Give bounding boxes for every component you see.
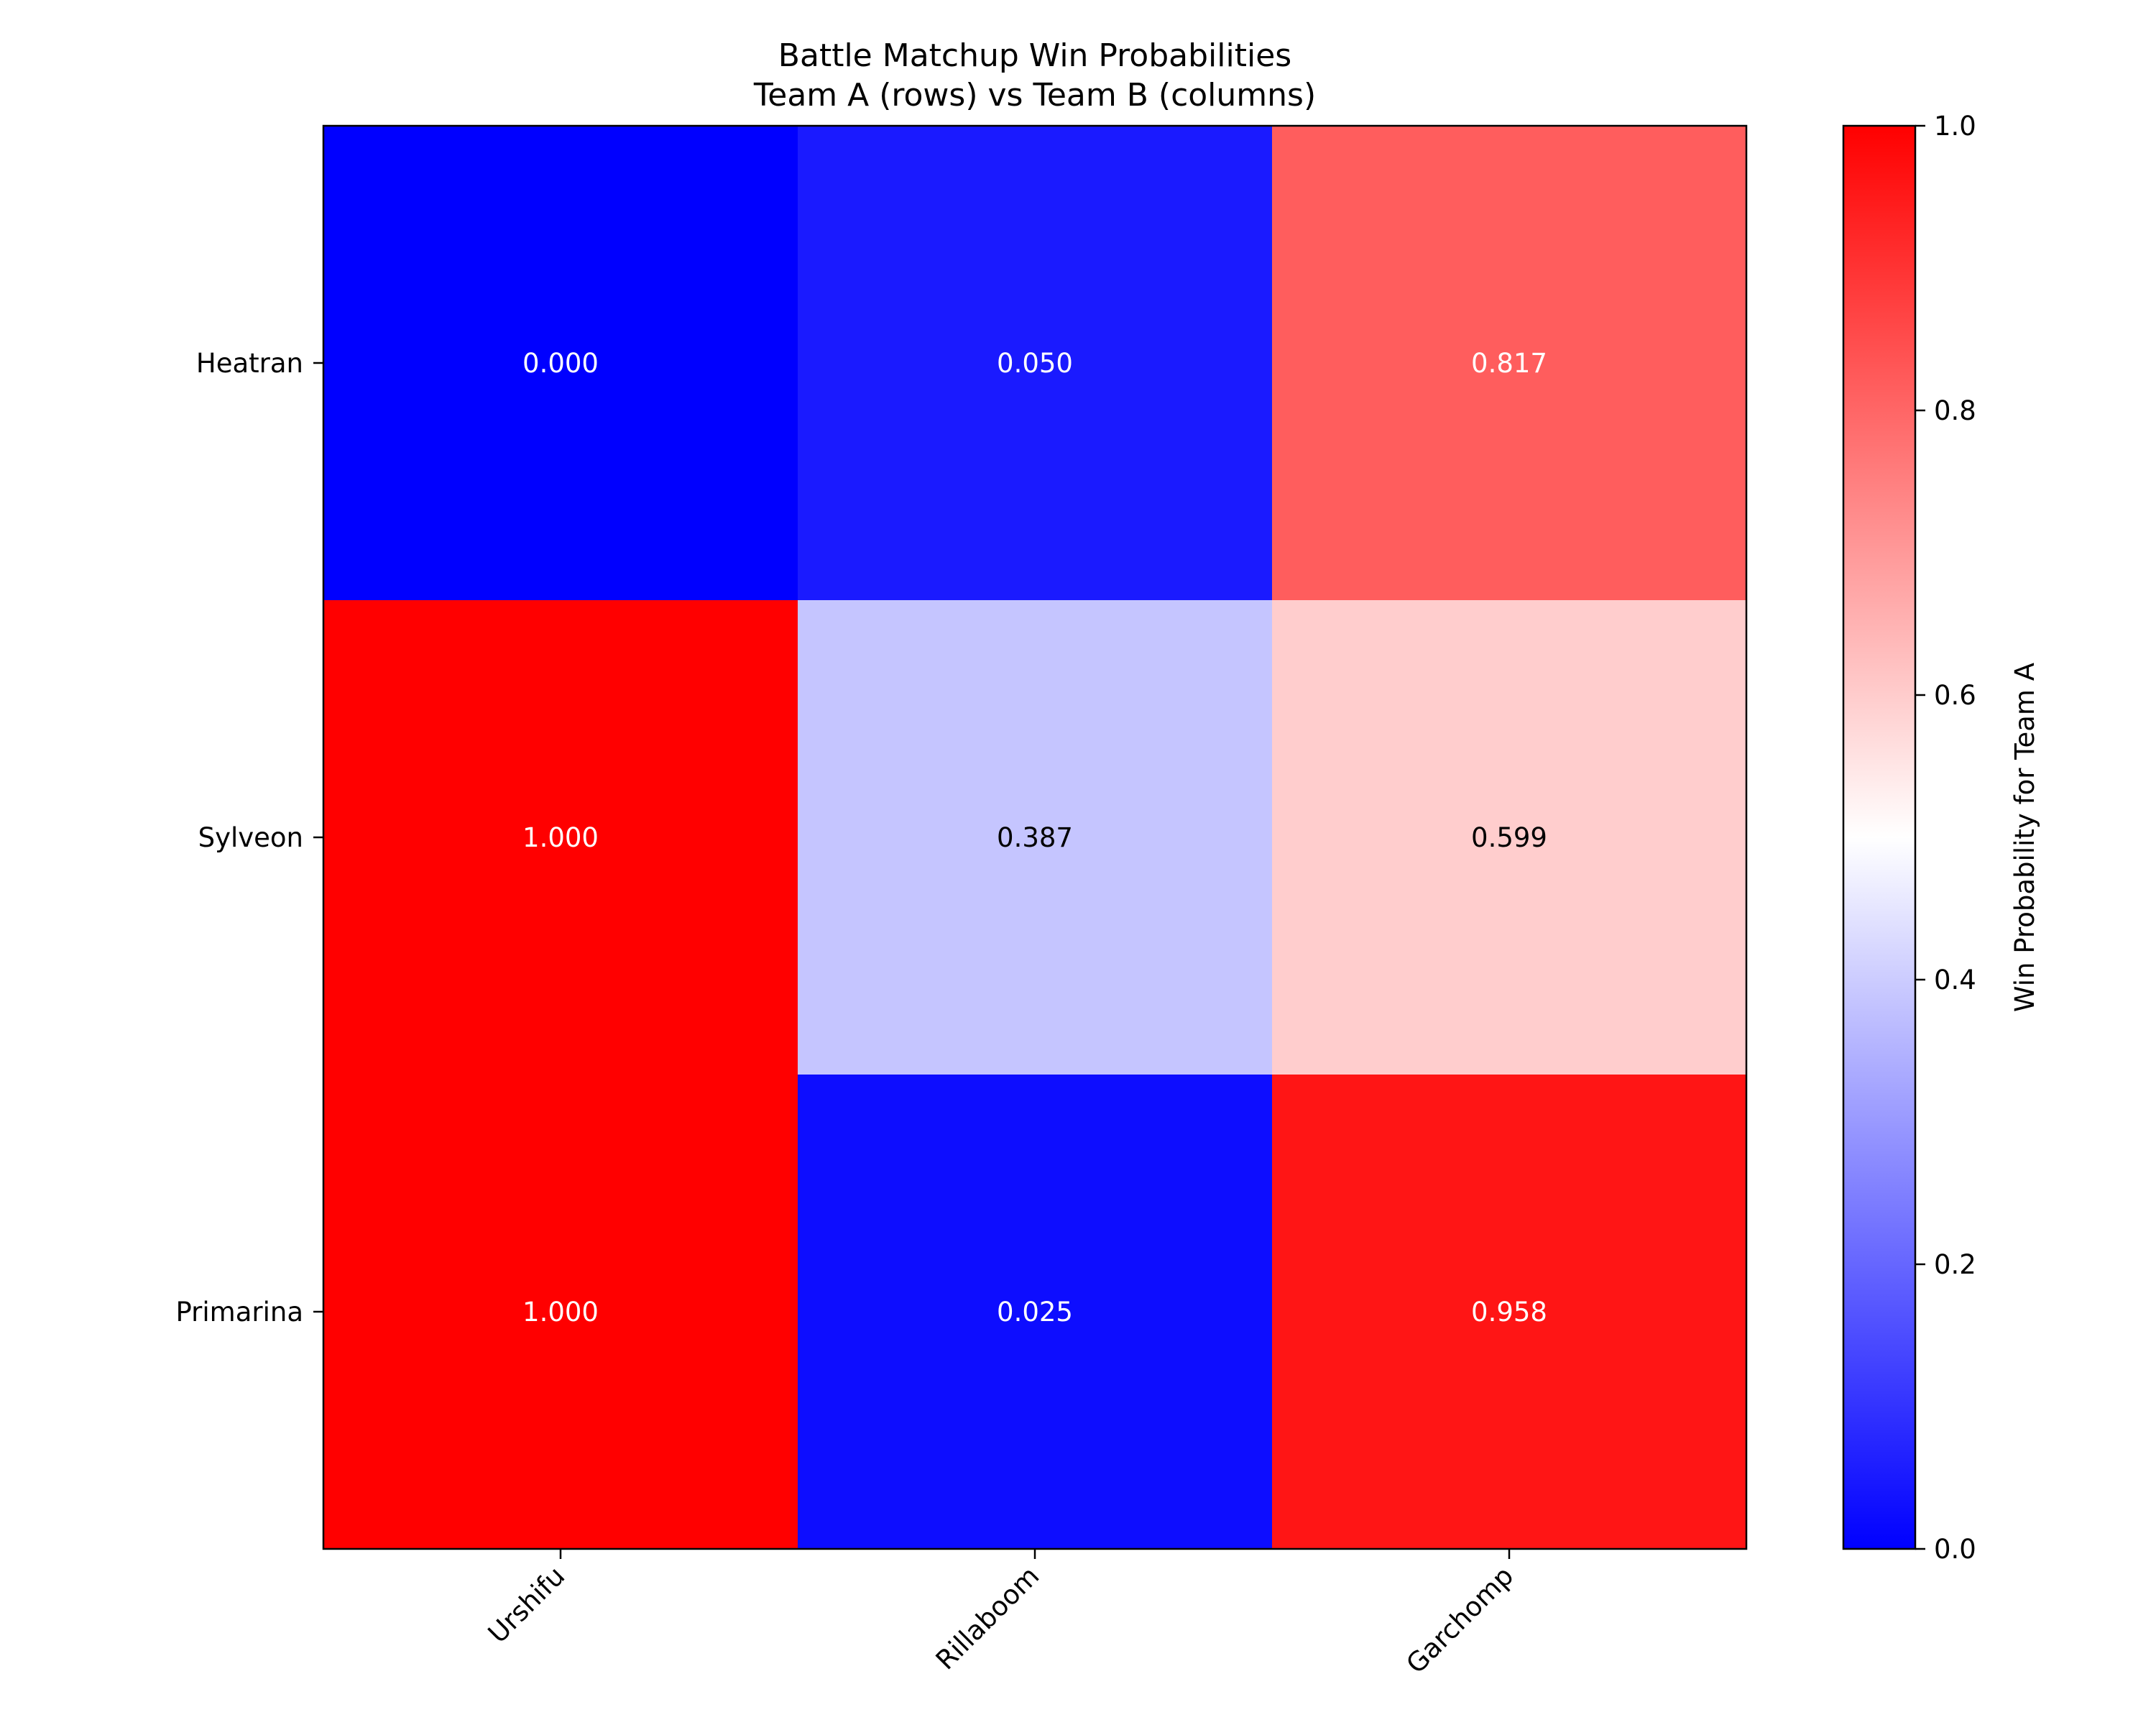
colorbar-tick-label: 0.8 — [1934, 395, 1976, 426]
heatmap-cell — [798, 126, 1273, 601]
cell-value-label: 0.599 — [1471, 822, 1547, 853]
heatmap-cell — [1272, 1075, 1747, 1550]
cell-value-label: 0.387 — [997, 822, 1073, 853]
colorbar-gradient — [1843, 126, 1915, 1549]
colorbar-tick-label: 0.2 — [1934, 1249, 1976, 1280]
heatmap-cell — [323, 126, 798, 601]
x-axis-ticks: Urshifu Rillaboom Garchomp — [482, 1549, 1519, 1680]
heatmap-cell — [323, 600, 798, 1075]
cell-value-label: 0.025 — [997, 1297, 1073, 1328]
colorbar-tick-label: 0.0 — [1934, 1534, 1976, 1565]
y-tick-label: Sylveon — [198, 822, 303, 853]
colorbar-tick-label: 0.4 — [1934, 965, 1976, 995]
chart-title: Battle Matchup Win Probabilities — [778, 37, 1291, 74]
colorbar: 0.0 0.2 0.4 0.6 0.8 1.0 Win Probability for T… — [1842, 111, 2040, 1565]
heatmap-cell — [798, 600, 1273, 1075]
y-axis-ticks: Heatran Sylveon Primarina — [176, 348, 323, 1328]
heatmap-cell — [1272, 600, 1747, 1075]
x-tick-label: Rillaboom — [930, 1560, 1046, 1676]
cell-value-label: 0.050 — [997, 348, 1073, 379]
heatmap-cell — [798, 1075, 1273, 1550]
cell-value-label: 0.000 — [522, 348, 599, 379]
colorbar-ticks: 0.0 0.2 0.4 0.6 0.8 1.0 — [1915, 111, 1976, 1565]
colorbar-tick-label: 0.6 — [1934, 680, 1976, 711]
y-tick-label: Heatran — [196, 348, 303, 379]
cell-value-label: 0.817 — [1471, 348, 1547, 379]
y-tick-label: Primarina — [176, 1297, 303, 1328]
heatmap-cell — [1272, 126, 1747, 601]
chart-subtitle: Team A (rows) vs Team B (columns) — [753, 77, 1316, 114]
colorbar-label: Win Probability for Team A — [2009, 663, 2040, 1012]
colorbar-tick-label: 1.0 — [1934, 111, 1976, 142]
x-tick-label: Urshifu — [482, 1560, 571, 1650]
cell-value-label: 1.000 — [522, 1297, 599, 1328]
cell-value-label: 0.958 — [1471, 1297, 1547, 1328]
colorbar-frame — [1842, 124, 1917, 1550]
cell-value-label: 1.000 — [522, 822, 599, 853]
heatmap-cell — [323, 1075, 798, 1550]
heatmap-cells: 0.000 0.050 0.817 1.000 0.387 0.599 1.000 0.025… — [323, 126, 1747, 1550]
x-tick-label: Garchomp — [1400, 1560, 1519, 1680]
